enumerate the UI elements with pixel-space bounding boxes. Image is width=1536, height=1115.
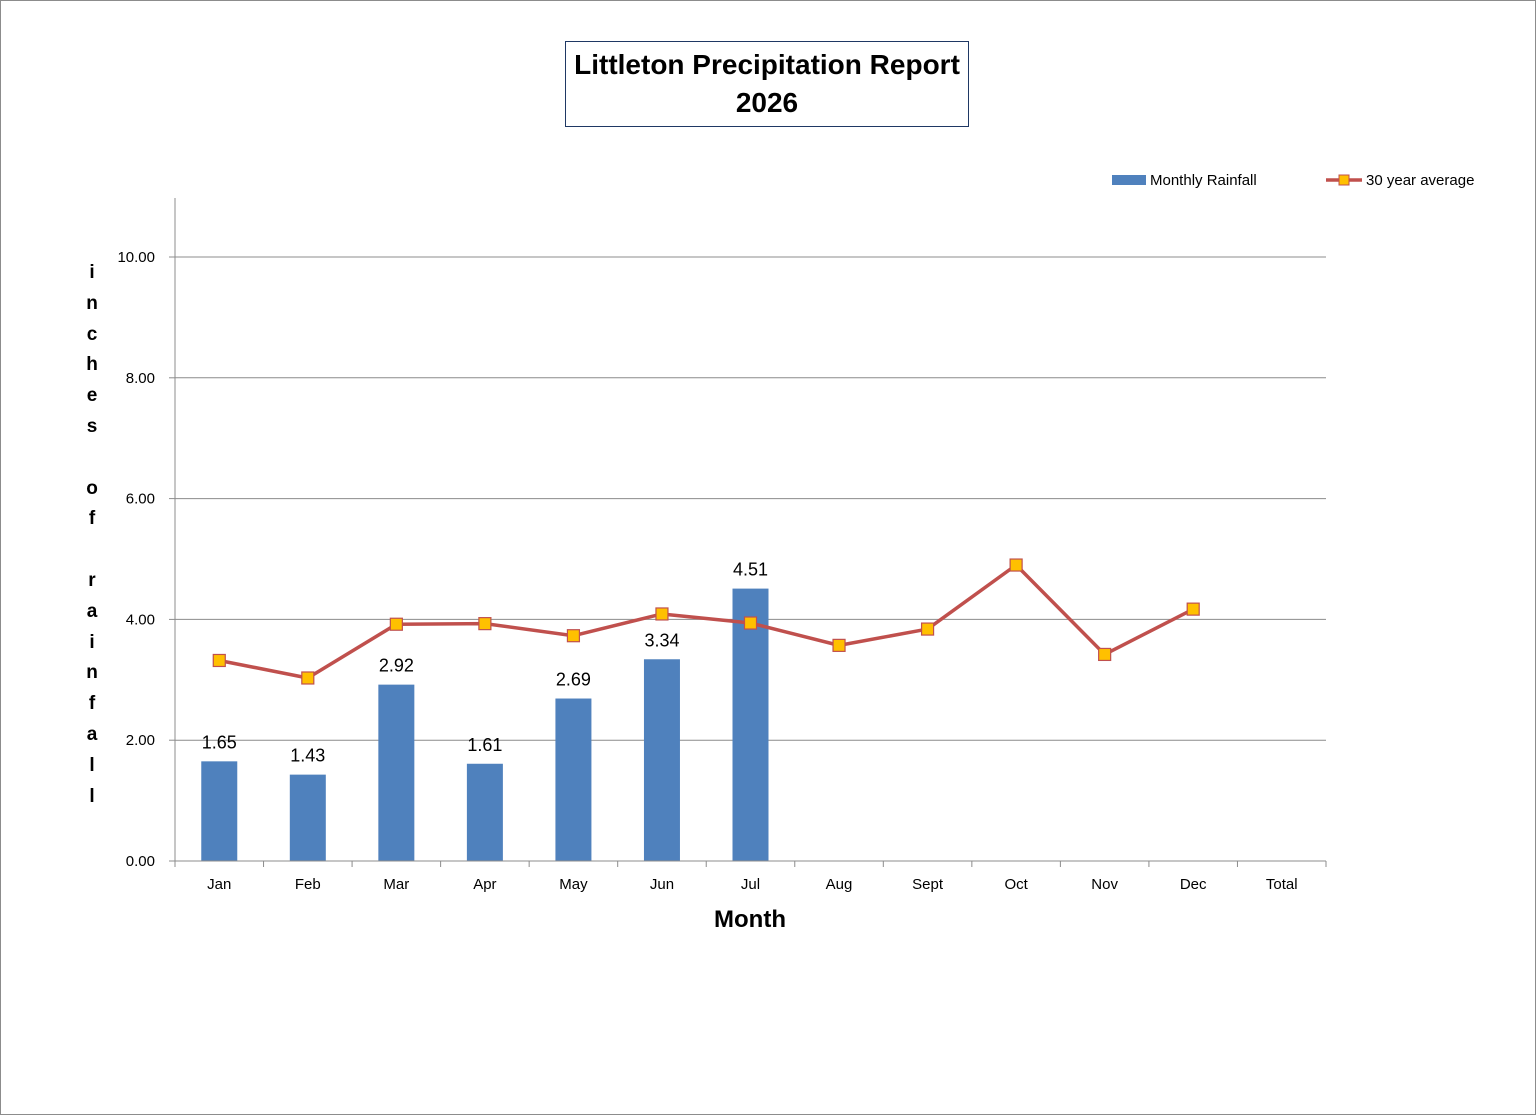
y-axis-label-letter: h <box>86 354 98 376</box>
y-axis-label-letter: s <box>86 415 98 437</box>
y-axis-label-letter: f <box>88 693 96 715</box>
x-tick-label: Sept <box>912 876 944 893</box>
average-marker-apr <box>478 617 492 631</box>
y-axis-label-letter: n <box>86 662 98 684</box>
x-tick-label: Mar <box>383 876 409 893</box>
x-tick-label: Oct <box>1004 876 1028 893</box>
x-axis-label: Month <box>714 906 786 933</box>
bar-jun <box>643 659 680 861</box>
average-line-path <box>218 563 1194 680</box>
y-axis-label-letter: a <box>86 723 98 745</box>
legend-label-monthly-rainfall: Monthly Rainfall <box>1150 172 1257 189</box>
average-line <box>212 558 1200 685</box>
average-marker-dec <box>1186 602 1200 616</box>
bar-feb <box>289 774 326 861</box>
x-tick-label: Dec <box>1180 876 1207 893</box>
bar-data-label: 1.43 <box>290 746 325 766</box>
bar-apr <box>466 763 503 861</box>
y-tick-label: 10.00 <box>117 249 155 266</box>
y-axis-label-letter: a <box>86 600 98 622</box>
bar-jul <box>732 588 769 861</box>
bar-data-label: 4.51 <box>733 560 768 580</box>
bar-mar <box>378 684 415 861</box>
x-tick-label: Jun <box>650 876 674 893</box>
y-tick-label: 8.00 <box>126 370 155 387</box>
y-axis-label-letter: c <box>86 323 98 345</box>
x-tick-label: Nov <box>1091 876 1118 893</box>
y-tick-label: 6.00 <box>126 491 155 508</box>
bars <box>201 588 769 861</box>
average-marker-jan <box>212 653 226 668</box>
bar-jan <box>201 761 238 861</box>
chart-title-line-1: Littleton Precipitation Report <box>574 49 960 80</box>
bar-data-label: 1.65 <box>202 732 237 752</box>
average-marker-jul <box>743 616 758 630</box>
axes <box>169 198 1327 867</box>
x-tick-label: Apr <box>473 876 496 893</box>
x-tick-label: Jul <box>741 876 760 893</box>
bar-data-label: 2.69 <box>556 670 591 690</box>
y-axis-label-letter: n <box>86 292 98 314</box>
labels: 0.00 2.00 4.00 6.00 8.00 10.00 Jan Feb Mar Apr May… <box>117 249 1297 893</box>
y-tick-label: 2.00 <box>126 732 155 749</box>
y-tick-label: 4.00 <box>126 611 155 628</box>
y-axis-label-letter: i <box>89 262 95 283</box>
average-marker-oct <box>1009 558 1023 572</box>
y-axis-label-letter: e <box>86 385 98 407</box>
legend-bar-swatch <box>1112 175 1146 185</box>
y-axis-label-letter: l <box>89 785 95 807</box>
chart-title-line-2: 2026 <box>735 87 799 118</box>
bar-data-label: 3.34 <box>644 630 679 650</box>
bar-may <box>555 698 592 861</box>
x-tick-label: May <box>559 876 588 893</box>
x-tick-label: Total <box>1266 876 1298 893</box>
x-tick-label: Jan <box>207 876 231 893</box>
chart-title: Littleton Precipitation Report 2026 <box>565 41 969 127</box>
y-axis-label-letter: r <box>88 569 96 591</box>
x-tick-label: Feb <box>295 876 321 893</box>
legend: Monthly Rainfall 30 year average <box>1112 172 1474 189</box>
average-marker-sept <box>920 622 935 636</box>
bar-data-label: 1.61 <box>467 735 502 755</box>
average-marker-feb <box>301 671 315 685</box>
average-marker-may <box>566 629 581 643</box>
average-marker-nov <box>1098 647 1112 662</box>
legend-marker-swatch <box>1338 174 1350 186</box>
y-axis-label-letter: i <box>89 631 95 653</box>
y-axis-label-letter: l <box>89 754 95 776</box>
y-axis-label-letter: f <box>88 508 96 530</box>
bar-data-label: 2.92 <box>379 656 414 676</box>
average-marker-aug <box>832 638 846 652</box>
legend-label-30-year-average: 30 year average <box>1366 172 1474 189</box>
average-marker-jun <box>655 607 669 621</box>
y-axis-label-letter: o <box>86 477 98 499</box>
x-tick-label: Aug <box>826 876 853 893</box>
average-marker-mar <box>389 617 403 631</box>
y-tick-label: 0.00 <box>126 853 155 870</box>
